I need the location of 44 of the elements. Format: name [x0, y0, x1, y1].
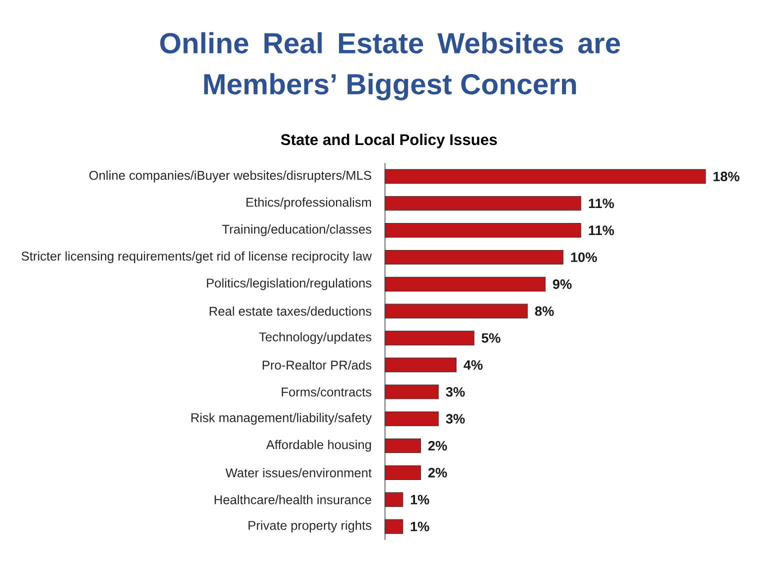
data-label: 1%	[410, 494, 430, 504]
bar	[384, 358, 457, 372]
y-tick-label: Private property rights	[248, 520, 372, 532]
bar	[384, 465, 421, 480]
y-tick-label: Online companies/iBuyer websites/disrupters/MLS	[89, 170, 372, 182]
y-tick-label: Training/education/classes	[222, 224, 372, 236]
bar	[384, 276, 546, 292]
bar	[384, 412, 439, 426]
data-label: 3%	[446, 414, 465, 424]
y-tick-label: Politics/legislation/regulations	[206, 278, 372, 290]
data-label: 8%	[535, 306, 554, 316]
data-label: 1%	[410, 522, 430, 532]
bar	[384, 330, 474, 346]
y-tick-label: Real estate taxes/deductions	[210, 306, 372, 316]
y-tick-label: Water issues/environment	[226, 468, 372, 478]
data-label: 5%	[482, 333, 500, 343]
chart-title: Online Real Estate Websites are Members’ Biggest Concern	[160, 32, 620, 100]
y-tick-label: Ethics/professionalism	[246, 197, 371, 210]
data-label: 2%	[428, 440, 447, 451]
chart-subtitle: State and Local Policy Issues	[280, 134, 497, 148]
bar	[384, 519, 404, 534]
y-tick-label: Technology/updates	[259, 332, 372, 344]
data-label: 4%	[464, 360, 483, 370]
data-label: 18%	[714, 172, 740, 182]
bar	[384, 492, 404, 507]
bar	[384, 384, 439, 400]
bar	[384, 196, 582, 211]
data-label: 9%	[552, 279, 572, 289]
y-tick-label: Healthcare/health insurance	[214, 494, 372, 504]
y-tick-label: Stricter licensing requirements/get rid of license reciprocity law	[22, 251, 372, 264]
y-tick-label: Forms/contracts	[282, 387, 372, 397]
y-tick-label: Pro-Realtor PR/ads	[262, 360, 372, 370]
y-tick-label: Affordable housing	[266, 440, 371, 452]
data-label: 11%	[588, 198, 614, 208]
bar	[384, 304, 528, 318]
data-label: 11%	[588, 226, 614, 236]
data-label: 10%	[571, 252, 597, 262]
bar	[384, 250, 564, 265]
bar	[384, 223, 582, 238]
data-label: 3%	[446, 387, 465, 397]
bar	[384, 438, 421, 454]
data-label: 2%	[428, 468, 447, 478]
bar	[384, 169, 706, 184]
y-tick-label: Risk management/liability/safety	[191, 412, 372, 425]
